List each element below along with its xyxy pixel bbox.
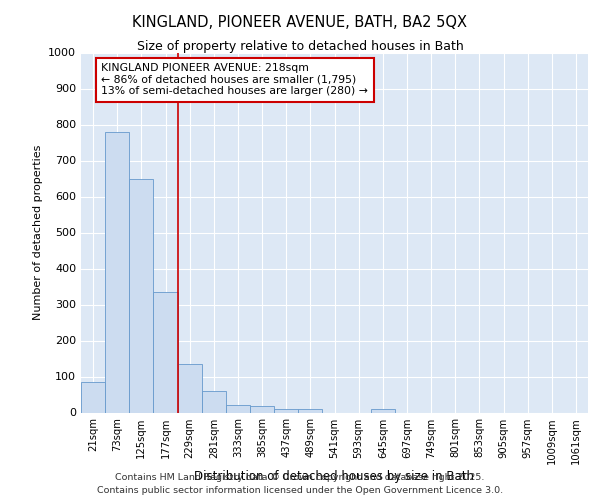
Y-axis label: Number of detached properties: Number of detached properties xyxy=(32,145,43,320)
Text: Contains public sector information licensed under the Open Government Licence 3.: Contains public sector information licen… xyxy=(97,486,503,495)
Bar xyxy=(154,292,178,412)
Text: Contains HM Land Registry data © Crown copyright and database right 2025.: Contains HM Land Registry data © Crown c… xyxy=(115,474,485,482)
Bar xyxy=(81,382,105,412)
Text: KINGLAND PIONEER AVENUE: 218sqm
← 86% of detached houses are smaller (1,795)
13%: KINGLAND PIONEER AVENUE: 218sqm ← 86% of… xyxy=(101,64,368,96)
Bar xyxy=(226,404,250,412)
Bar xyxy=(105,132,129,412)
Bar xyxy=(250,406,274,412)
Text: KINGLAND, PIONEER AVENUE, BATH, BA2 5QX: KINGLAND, PIONEER AVENUE, BATH, BA2 5QX xyxy=(133,15,467,30)
Bar xyxy=(371,409,395,412)
Bar xyxy=(129,179,154,412)
Bar xyxy=(274,409,298,412)
Bar xyxy=(178,364,202,412)
X-axis label: Distribution of detached houses by size in Bath: Distribution of detached houses by size … xyxy=(194,470,475,482)
Bar xyxy=(202,391,226,412)
Text: Size of property relative to detached houses in Bath: Size of property relative to detached ho… xyxy=(137,40,463,53)
Bar xyxy=(298,409,322,412)
